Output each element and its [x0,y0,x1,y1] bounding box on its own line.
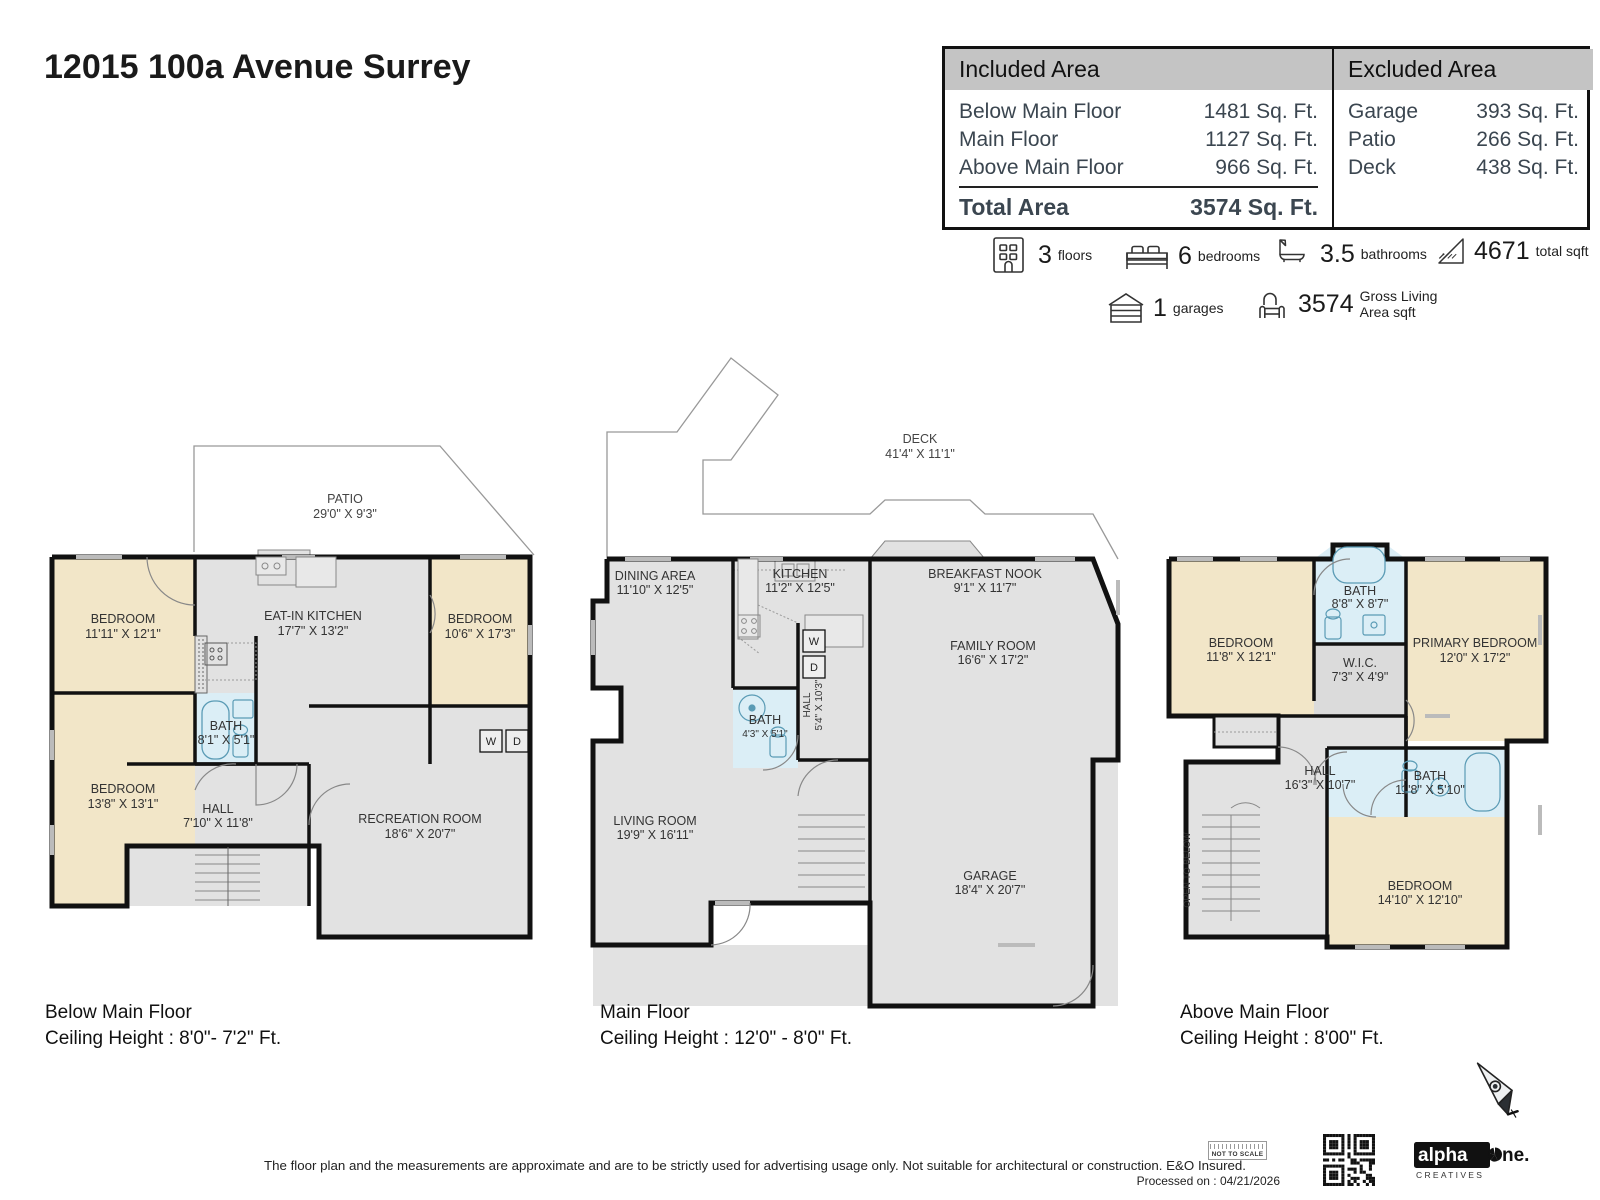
svg-text:W.I.C.: W.I.C. [1343,656,1377,670]
svg-text:8'1" X 5'1": 8'1" X 5'1" [198,733,255,747]
svg-text:D: D [513,736,521,748]
svg-text:ne.: ne. [1502,1145,1529,1166]
svg-text:BATH: BATH [1414,769,1446,783]
svg-text:PRIMARY BEDROOM: PRIMARY BEDROOM [1413,636,1538,650]
svg-text:GARAGE: GARAGE [963,869,1017,883]
svg-text:7'3" X 4'9": 7'3" X 4'9" [1332,670,1389,684]
svg-text:BATH: BATH [210,719,242,733]
svg-text:PATIO: PATIO [327,492,363,506]
svg-text:BEDROOM: BEDROOM [1388,879,1453,893]
svg-text:4'3" X 5'1": 4'3" X 5'1" [742,729,788,740]
svg-text:BEDROOM: BEDROOM [1209,636,1274,650]
svg-text:BEDROOM: BEDROOM [91,782,156,796]
svg-text:BATH: BATH [1344,584,1376,598]
svg-text:17'7" X 13'2": 17'7" X 13'2" [278,624,349,638]
svg-text:10'6" X 17'3": 10'6" X 17'3" [445,627,516,641]
svg-text:13'8" X 13'1": 13'8" X 13'1" [88,797,159,811]
svg-text:CREATIVES: CREATIVES [1416,1170,1484,1180]
svg-text:OPEN TO BELOW: OPEN TO BELOW [1182,832,1192,908]
svg-text:alpha: alpha [1418,1145,1468,1166]
svg-text:EAT-IN KITCHEN: EAT-IN KITCHEN [264,609,362,623]
svg-text:18'6" X 20'7": 18'6" X 20'7" [385,827,456,841]
svg-text:RECREATION ROOM: RECREATION ROOM [358,812,481,826]
svg-text:DECK: DECK [903,432,938,446]
svg-text:9'1" X 11'7": 9'1" X 11'7" [954,581,1017,595]
svg-text:5'4" X 10'3": 5'4" X 10'3" [814,679,825,730]
svg-text:HALL: HALL [1304,764,1335,778]
svg-text:11'10" X 12'5": 11'10" X 12'5" [617,583,694,597]
svg-text:HALL: HALL [202,802,233,816]
svg-text:W: W [809,636,820,648]
svg-text:BEDROOM: BEDROOM [448,612,513,626]
svg-text:7'10" X 11'8": 7'10" X 11'8" [183,816,253,830]
svg-text:HALL: HALL [802,692,813,717]
svg-text:11'8" X 5'10": 11'8" X 5'10" [1395,783,1465,797]
svg-text:LIVING ROOM: LIVING ROOM [613,814,696,828]
svg-text:8'8" X 8'7": 8'8" X 8'7" [1332,597,1389,611]
svg-text:D: D [810,662,818,674]
svg-text:11'2" X 12'5": 11'2" X 12'5" [765,581,835,595]
svg-text:18'4" X 20'7": 18'4" X 20'7" [955,883,1026,897]
svg-text:FAMILY ROOM: FAMILY ROOM [950,639,1036,653]
svg-text:29'0" X 9'3": 29'0" X 9'3" [313,507,377,521]
svg-text:12'0" X 17'2": 12'0" X 17'2" [1440,651,1511,665]
svg-text:BATH: BATH [749,713,781,727]
svg-text:14'10" X 12'10": 14'10" X 12'10" [1378,893,1463,907]
svg-text:41'4" X 11'1": 41'4" X 11'1" [885,447,955,461]
svg-text:KITCHEN: KITCHEN [773,567,828,581]
svg-text:11'8" X 12'1": 11'8" X 12'1" [1206,650,1276,664]
svg-text:16'3" X 10'7": 16'3" X 10'7" [1285,778,1356,792]
svg-text:W: W [486,736,497,748]
svg-text:DINING AREA: DINING AREA [615,569,696,583]
svg-text:BEDROOM: BEDROOM [91,612,156,626]
svg-text:BREAKFAST NOOK: BREAKFAST NOOK [928,567,1042,581]
svg-text:11'11" X 12'1": 11'11" X 12'1" [85,627,161,641]
svg-text:19'9" X 16'11": 19'9" X 16'11" [617,828,694,842]
svg-text:16'6" X 17'2": 16'6" X 17'2" [958,653,1029,667]
